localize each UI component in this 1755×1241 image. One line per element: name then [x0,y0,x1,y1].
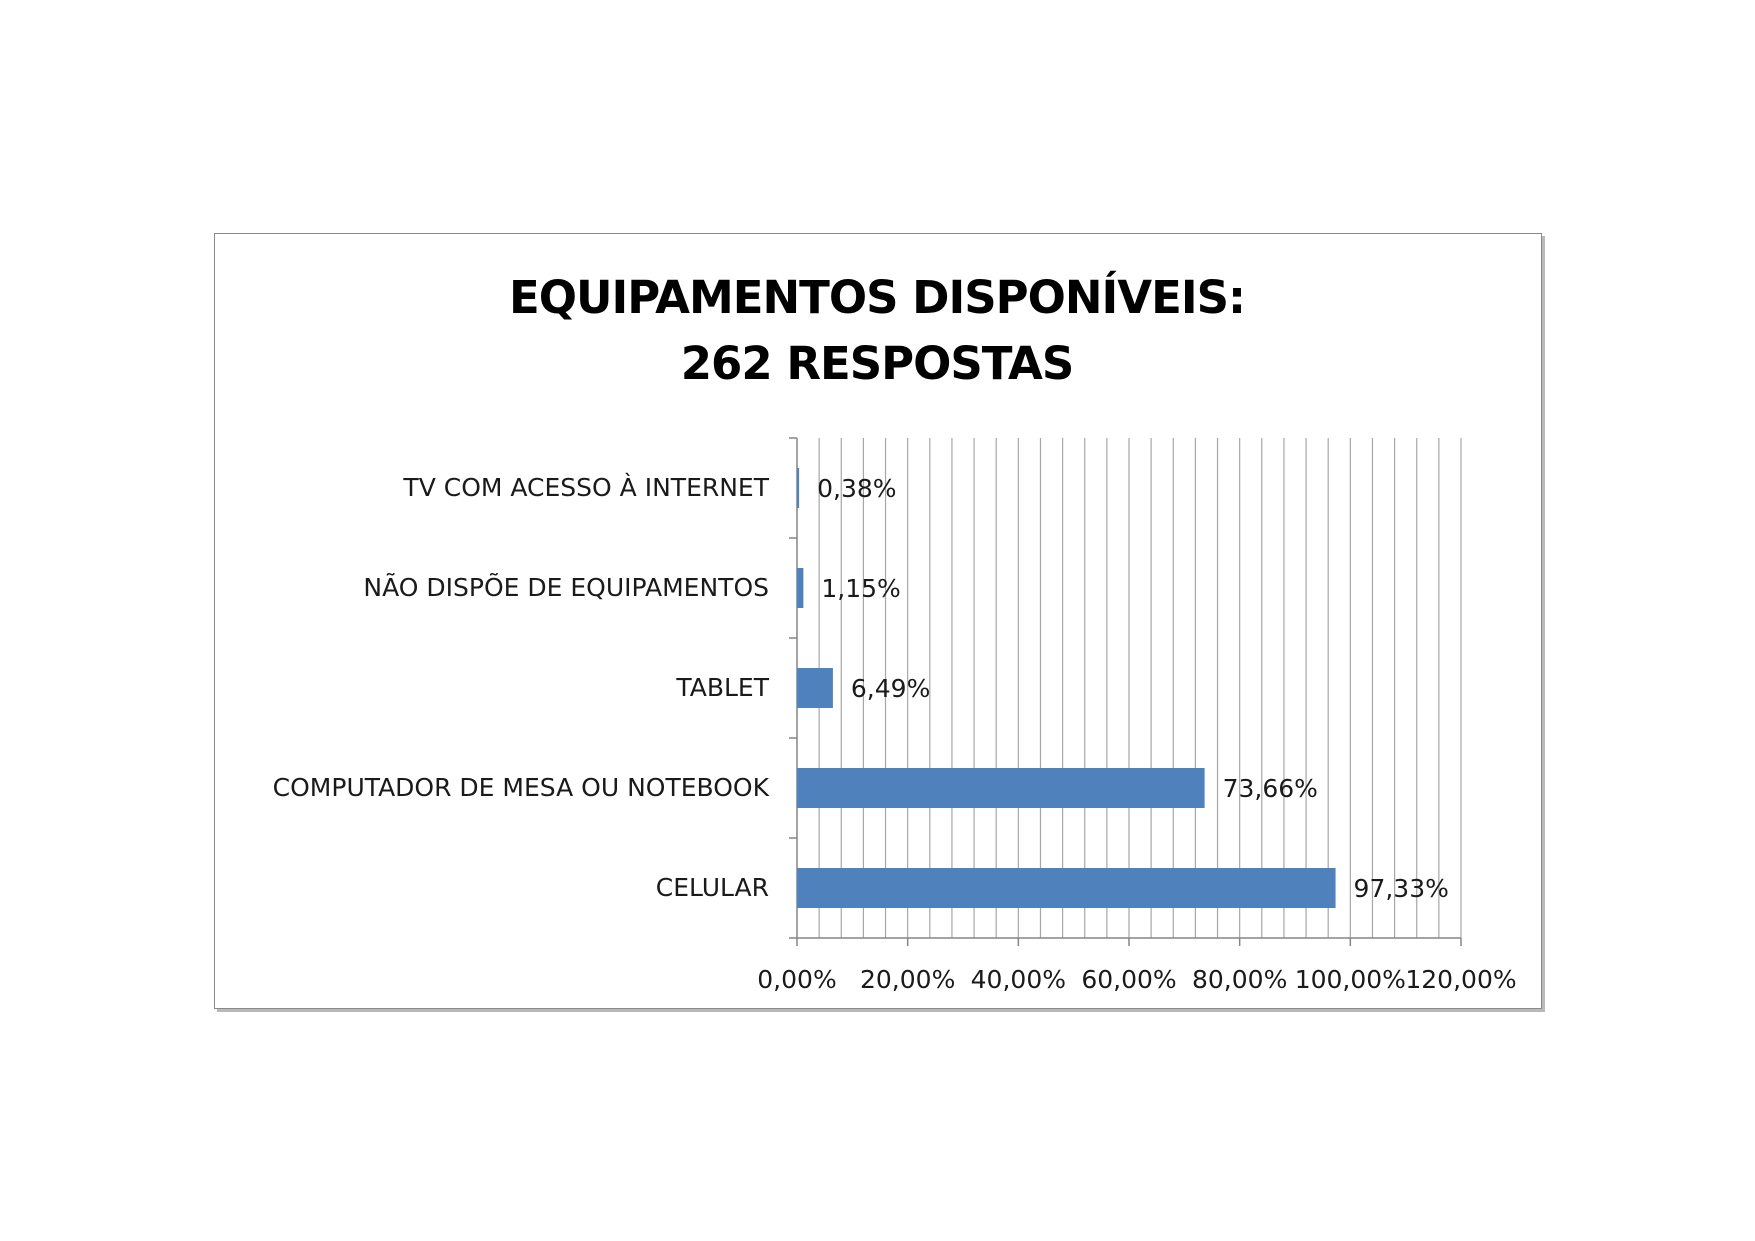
bar [797,468,800,508]
category-label: TABLET [675,673,769,702]
x-tick-label: 120,00% [1405,965,1516,994]
chart-title-line-1: EQUIPAMENTOS DISPONÍVEIS: [508,271,1246,324]
x-tick-label: 40,00% [971,965,1066,994]
x-tick-label: 80,00% [1192,965,1287,994]
data-label: 6,49% [851,674,930,703]
category-label: NÃO DISPÕE DE EQUIPAMENTOS [363,572,769,602]
x-tick-label: 20,00% [860,965,955,994]
category-label: CELULAR [656,873,769,902]
bar [797,868,1336,908]
x-tick-label: 0,00% [757,965,836,994]
bar [797,568,804,608]
category-label: COMPUTADOR DE MESA OU NOTEBOOK [273,773,770,802]
bar [797,668,833,708]
chart-title: EQUIPAMENTOS DISPONÍVEIS: 262 RESPOSTAS [214,265,1540,397]
bar [797,768,1205,808]
data-label: 1,15% [821,574,900,603]
data-label: 0,38% [817,474,896,503]
chart-title-line-2: 262 RESPOSTAS [680,337,1074,390]
x-tick-label: 60,00% [1081,965,1176,994]
x-tick-label: 100,00% [1295,965,1406,994]
category-label: TV COM ACESSO À INTERNET [402,473,769,502]
data-label: 97,33% [1354,874,1449,903]
data-label: 73,66% [1223,774,1318,803]
